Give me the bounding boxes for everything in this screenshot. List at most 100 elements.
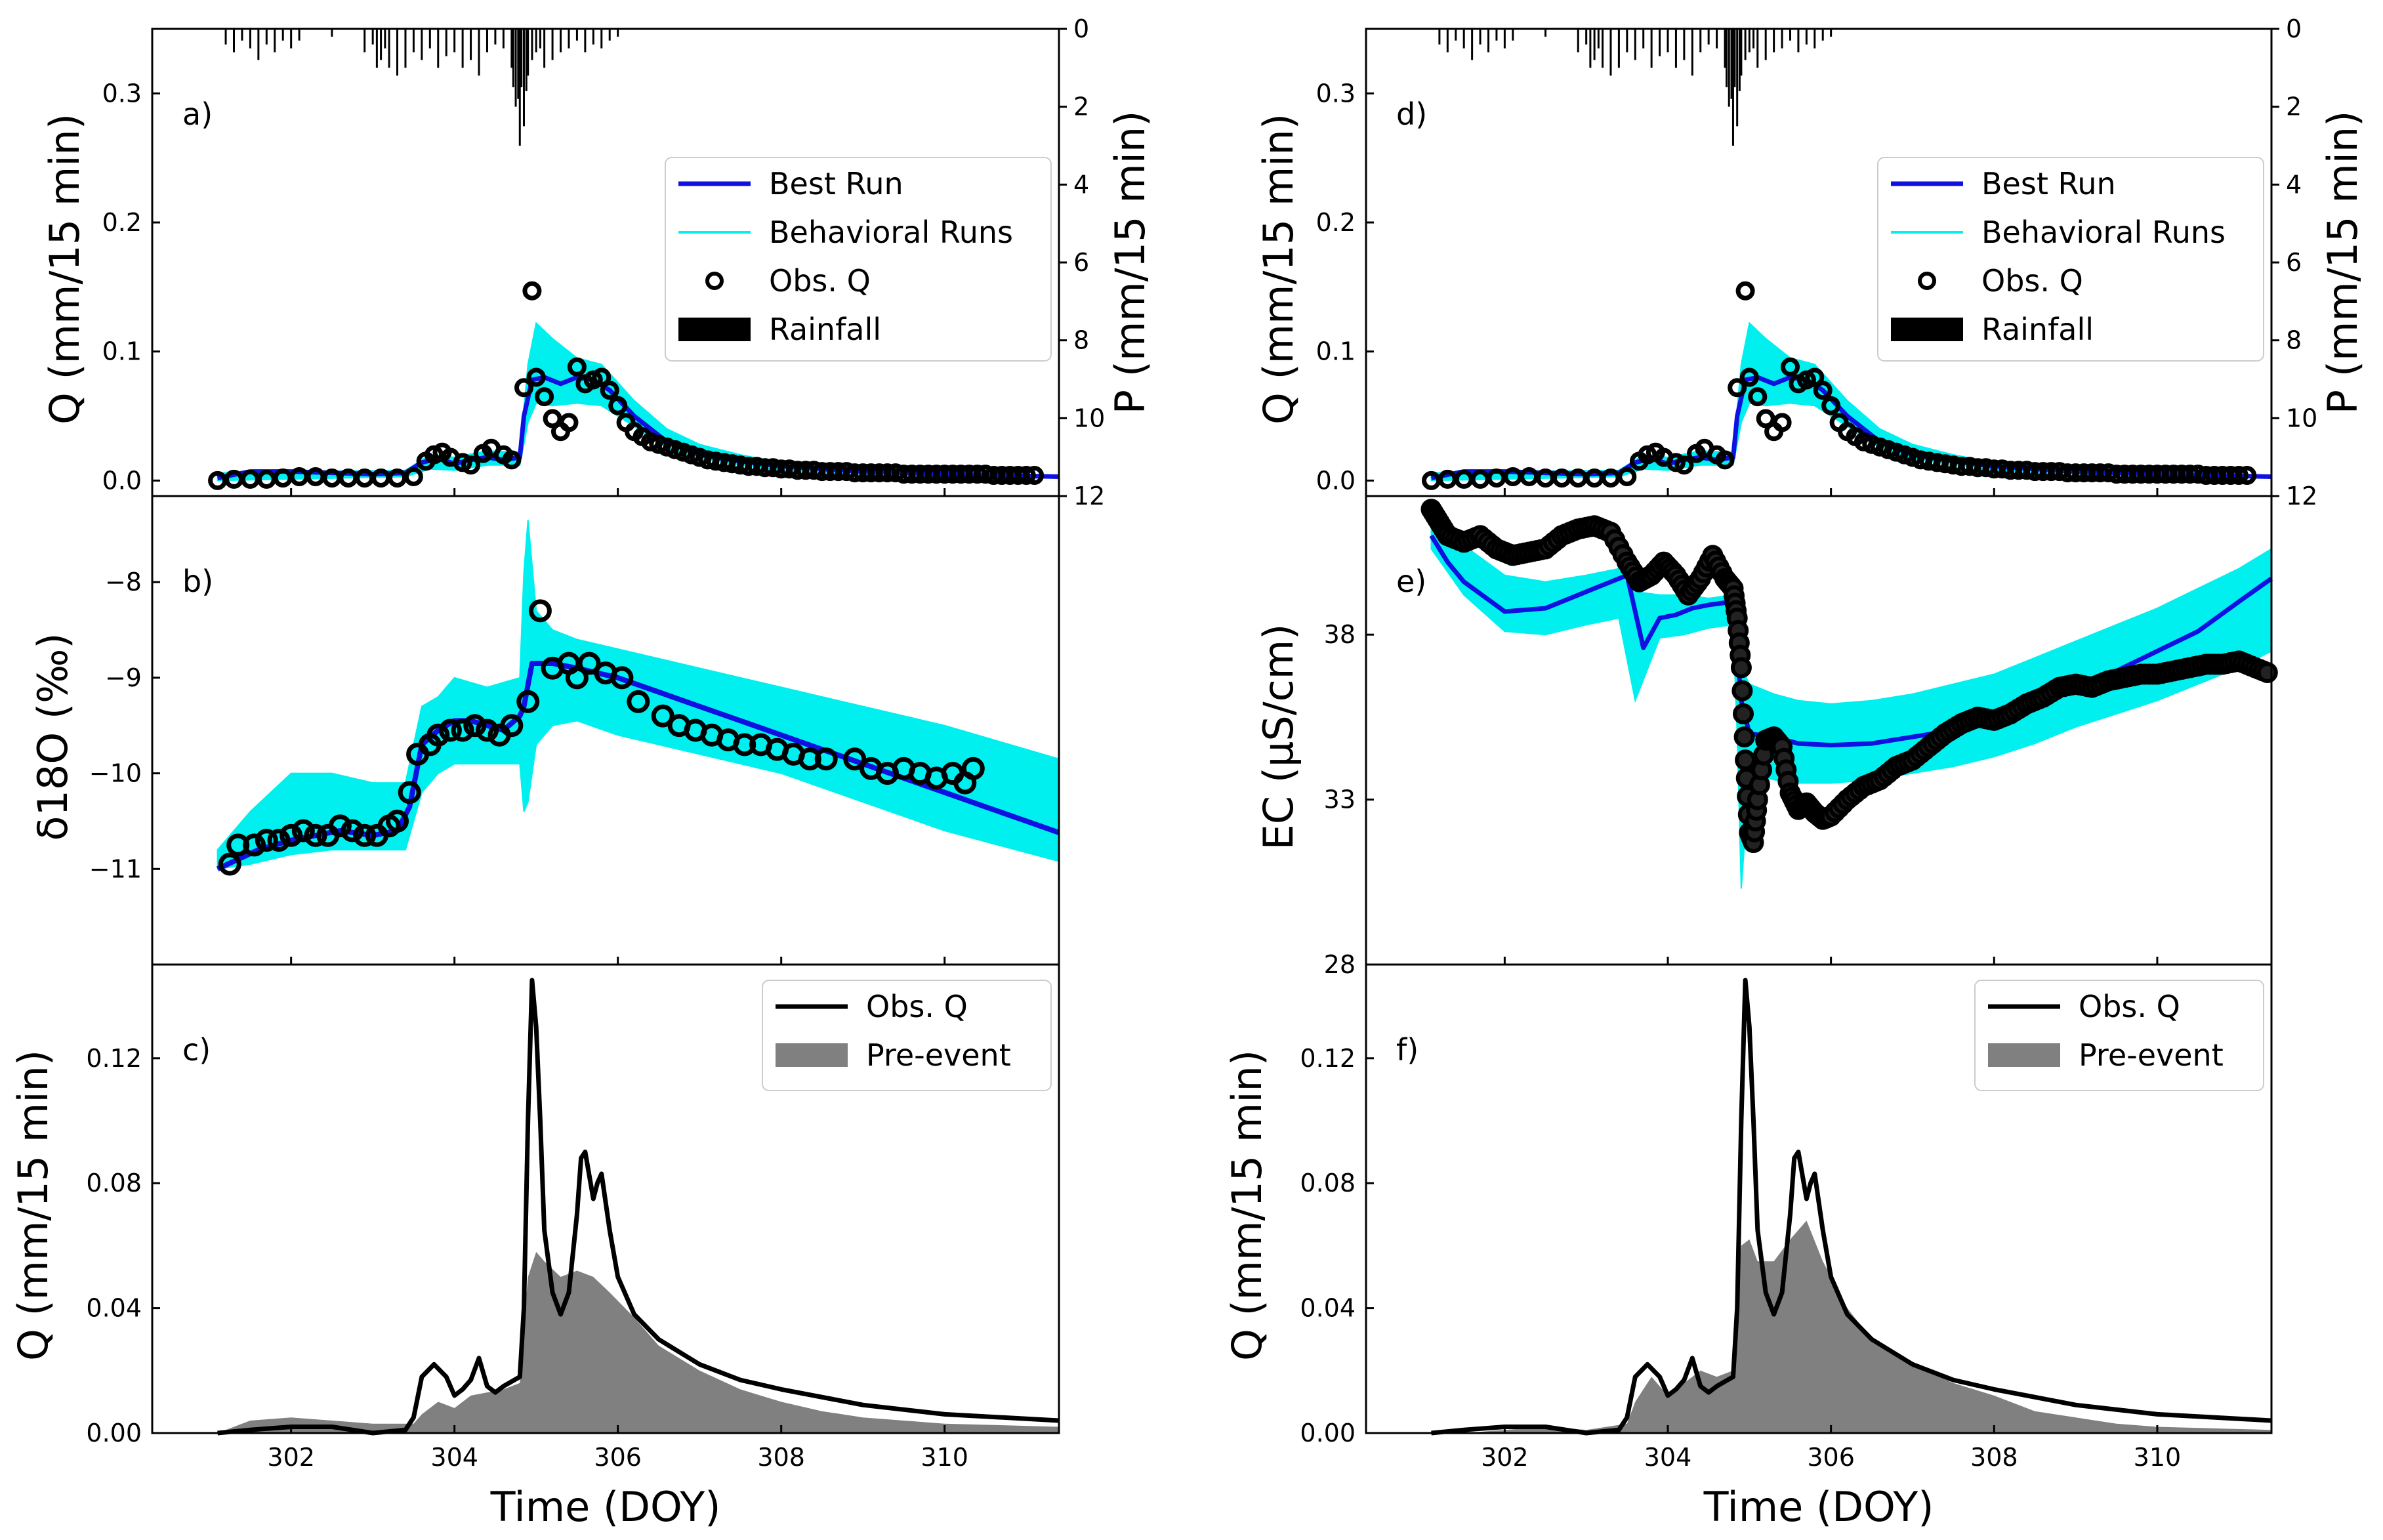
obs-d18o-point	[528, 599, 552, 623]
y2-tick-label: 0	[1073, 14, 1089, 43]
obs-ec-point	[1731, 680, 1753, 701]
y-tick-label: 0.3	[1316, 79, 1356, 108]
obs-q-point	[1735, 281, 1755, 301]
legend-entry: Rainfall	[1981, 312, 2094, 347]
obs-q-point	[522, 281, 542, 301]
y2-axis-label: P (mm/15 min)	[1106, 111, 1154, 415]
y2-tick-label: 10	[1073, 404, 1105, 432]
legend-entry: Pre-event	[866, 1037, 1011, 1073]
y2-tick-label: 8	[1073, 326, 1089, 355]
y-tick-label: 0.04	[86, 1294, 142, 1323]
y-axis-label: EC (μS/cm)	[1254, 624, 1302, 850]
y-tick-label: 0.2	[1316, 208, 1356, 237]
obs-q-point	[1728, 378, 1747, 398]
y2-tick-label: 12	[2286, 482, 2317, 510]
legend-entry: Obs. Q	[866, 989, 968, 1024]
obs-q-point	[608, 396, 628, 415]
obs-q-point	[461, 455, 481, 475]
y-tick-label: 0.0	[1316, 466, 1356, 495]
x-tick-label: 304	[430, 1443, 478, 1472]
legend-entry: Obs. Q	[769, 263, 871, 299]
obs-q-point	[1715, 450, 1735, 470]
y-tick-label: −10	[89, 759, 142, 788]
obs-d18o-point	[255, 829, 278, 852]
x-tick-label: 310	[921, 1443, 968, 1472]
y-tick-label: 0.04	[1300, 1294, 1356, 1323]
obs-q-point	[559, 413, 579, 432]
y2-tick-label: 4	[2286, 170, 2302, 199]
x-axis-label: Time (DOY)	[1703, 1483, 1934, 1531]
y-axis-label: Q (mm/15 min)	[1254, 114, 1302, 425]
y-tick-label: 0.12	[86, 1044, 142, 1073]
y2-tick-label: 6	[2286, 248, 2302, 277]
obs-ec-point	[1730, 657, 1752, 678]
obs-d18o-point	[651, 704, 674, 728]
y2-axis-label: P (mm/15 min)	[2319, 111, 2367, 415]
y-tick-label: 0.08	[1300, 1169, 1356, 1197]
x-axis-label: Time (DOY)	[490, 1483, 721, 1531]
y2-tick-label: 2	[1073, 93, 1089, 121]
obs-q-point	[600, 381, 619, 400]
obs-d18o-point	[476, 718, 499, 742]
obs-ec-point	[1735, 749, 1756, 771]
legend-swatch	[1891, 318, 1963, 341]
obs-q-point	[543, 409, 562, 428]
x-tick-label: 306	[594, 1443, 642, 1472]
y-tick-label: 0.00	[1300, 1419, 1356, 1447]
y2-tick-label: 10	[2286, 404, 2317, 432]
legend-entry: Obs. Q	[2079, 989, 2180, 1024]
obs-q-point	[1781, 357, 1800, 377]
y-axis-label: δ18O (‰)	[29, 633, 77, 841]
legend-entry: Obs. Q	[1981, 263, 2083, 299]
obs-d18o-point	[961, 757, 985, 780]
x-tick-label: 302	[1481, 1443, 1529, 1472]
obs-d18o-point	[426, 723, 450, 747]
obs-q-point	[1585, 468, 1604, 488]
y2-tick-label: 2	[2286, 93, 2302, 121]
obs-d18o-point	[328, 814, 352, 838]
x-tick-label: 306	[1807, 1443, 1855, 1472]
y2-tick-label: 6	[1073, 248, 1089, 277]
obs-d18o-point	[304, 823, 327, 847]
pre-event-area	[1431, 1220, 2271, 1433]
obs-d18o-point	[451, 718, 474, 742]
y-tick-label: 0.0	[102, 466, 142, 495]
obs-d18o-point	[218, 852, 241, 876]
obs-d18o-point	[610, 666, 634, 690]
y-tick-label: 0.1	[1316, 337, 1356, 366]
obs-d18o-point	[341, 819, 364, 843]
y-tick-label: 0.00	[86, 1419, 142, 1447]
panel-label: e)	[1396, 564, 1426, 599]
obs-d18o-point	[565, 666, 589, 690]
obs-q-point	[1805, 367, 1825, 387]
obs-q-point	[1756, 409, 1775, 428]
obs-q-point	[1739, 367, 1759, 387]
y-tick-label: 0.1	[102, 337, 142, 366]
y-tick-label: 0.12	[1300, 1044, 1356, 1073]
legend-box	[1877, 157, 2264, 362]
legend-box	[665, 157, 1052, 362]
obs-q-line	[217, 978, 1060, 1436]
legend-swatch	[678, 318, 751, 341]
obs-d18o-point	[353, 823, 377, 847]
behavioral-band	[1430, 518, 2272, 889]
obs-q-point	[388, 468, 407, 488]
y-tick-label: 38	[1324, 620, 1356, 649]
obs-d18o-point	[398, 781, 421, 804]
obs-q-point	[1821, 396, 1841, 415]
x-tick-label: 304	[1644, 1443, 1692, 1472]
obs-d18o-point	[291, 819, 315, 843]
x-tick-label: 308	[757, 1443, 805, 1472]
obs-d18o-point	[386, 809, 409, 833]
obs-q-point	[1772, 413, 1792, 432]
obs-d18o-point	[814, 747, 838, 771]
x-tick-label: 310	[2134, 1443, 2182, 1472]
legend-swatch	[1988, 1043, 2060, 1067]
obs-q-point	[2229, 466, 2248, 485]
obs-d18o-point	[843, 747, 867, 771]
obs-d18o-point	[267, 829, 291, 852]
legend-entry: Best Run	[1981, 166, 2116, 201]
legend-entry: Pre-event	[2079, 1037, 2224, 1073]
legend-entry: Rainfall	[769, 312, 881, 347]
